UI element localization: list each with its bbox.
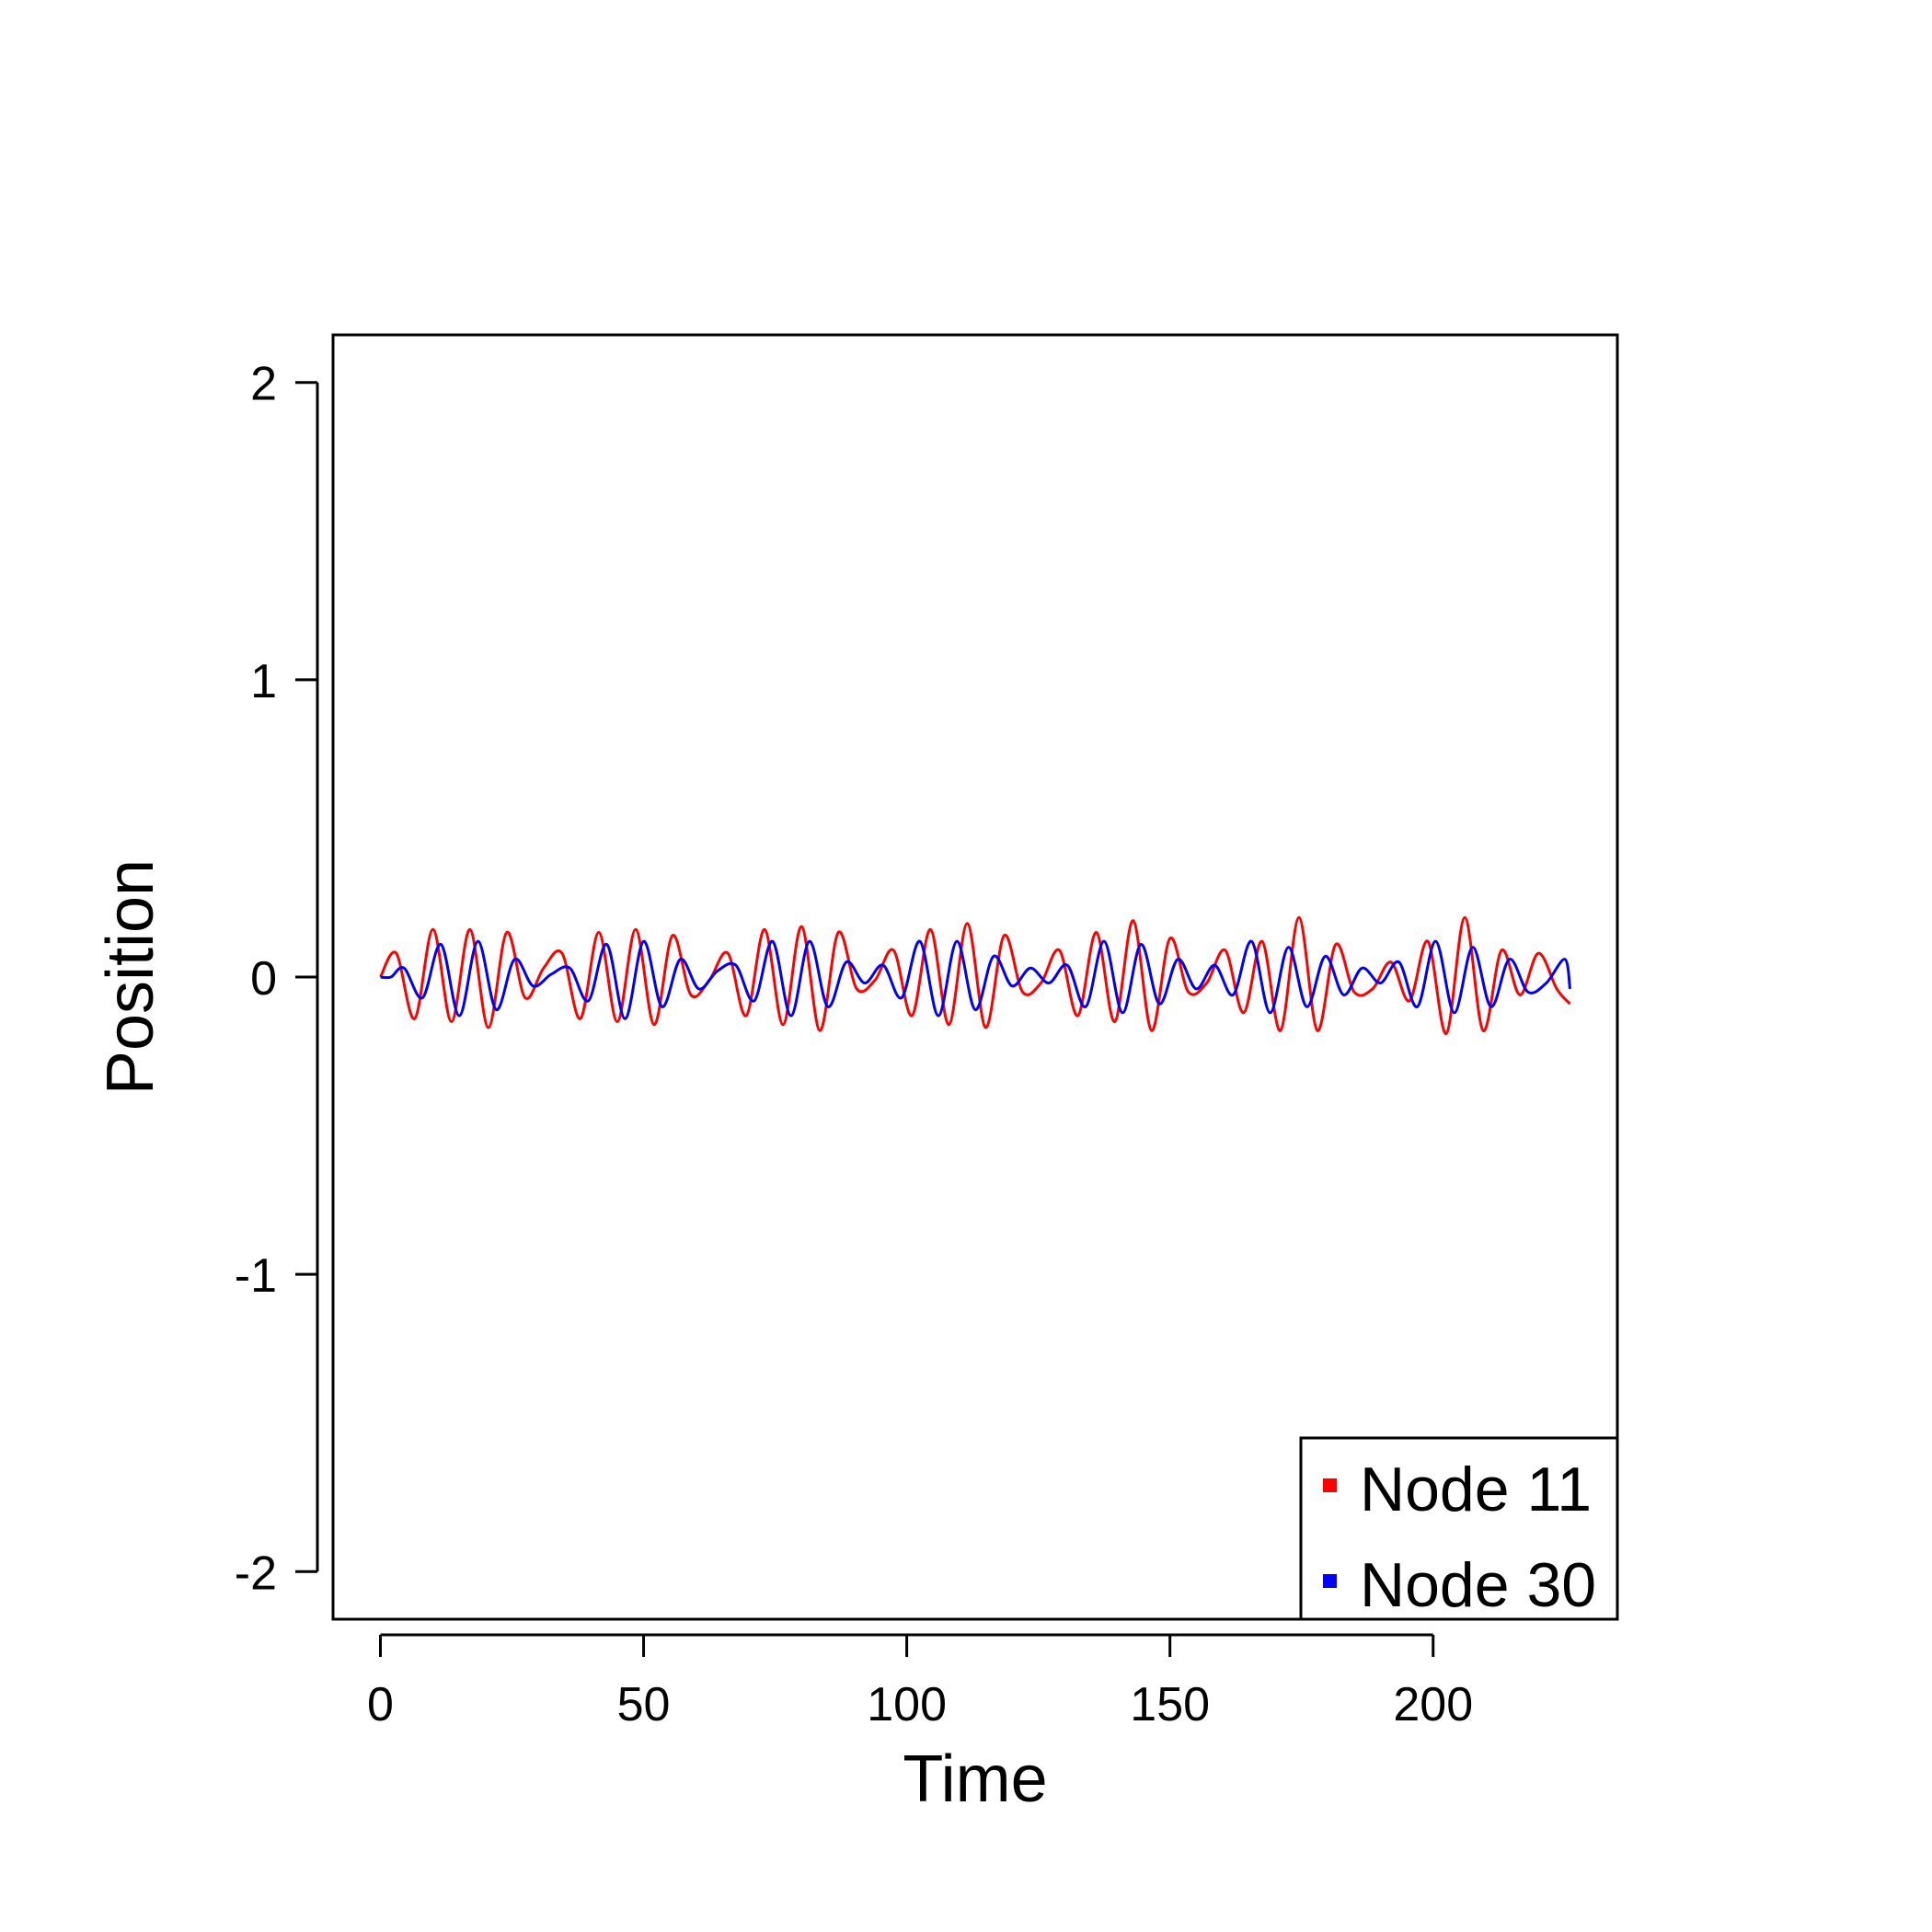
legend-swatch-node-30 — [1323, 1574, 1337, 1588]
y-tick-label: -1 — [235, 1249, 277, 1303]
y-tick-label: -2 — [235, 1547, 277, 1600]
x-tick-label: 50 — [617, 1678, 671, 1731]
x-tick-label: 200 — [1393, 1678, 1473, 1731]
y-axis-label: Position — [94, 859, 167, 1095]
series-layer — [379, 915, 1571, 1035]
series-line-node-30 — [380, 939, 1571, 1020]
series-line-node-11 — [379, 915, 1571, 1035]
x-tick-label: 100 — [867, 1678, 947, 1731]
y-tick-label: 1 — [250, 655, 277, 708]
y-tick-label: 2 — [250, 358, 277, 411]
legend-label-node-11: Node 11 — [1360, 1455, 1592, 1524]
plot-frame — [331, 333, 1619, 1621]
x-axis: 0 50 100 150 200 — [367, 1633, 1473, 1731]
legend: Node 11 Node 30 — [1299, 1436, 1619, 1621]
x-tick-label: 150 — [1130, 1678, 1210, 1731]
legend-swatch-node-11 — [1323, 1478, 1337, 1492]
x-axis-label: Time — [903, 1742, 1047, 1816]
x-tick-label: 0 — [367, 1678, 394, 1731]
y-axis: -2 -1 0 1 2 — [235, 358, 319, 1600]
legend-label-node-30: Node 30 — [1360, 1550, 1596, 1620]
y-tick-label: 0 — [250, 952, 277, 1006]
legend-box — [1299, 1436, 1619, 1621]
